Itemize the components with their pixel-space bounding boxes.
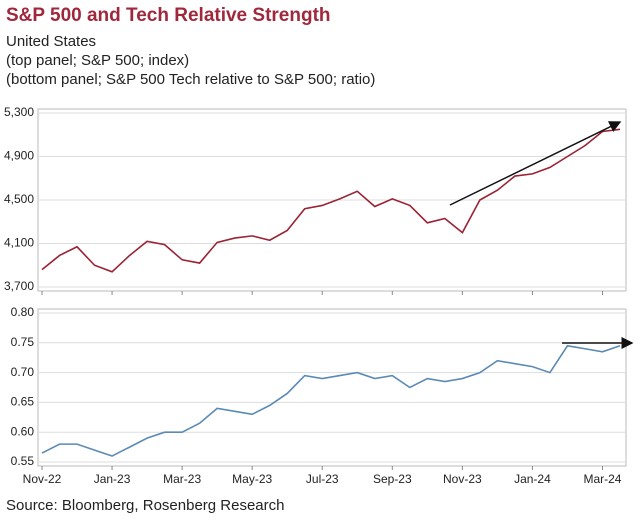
y-tick-label: 0.60 [11, 424, 35, 438]
y-tick-label: 5,300 [4, 105, 34, 119]
y-tick-label: 4,100 [4, 236, 34, 250]
source: Source: Bloomberg, Rosenberg Research [6, 497, 284, 514]
y-tick-label: 4,500 [4, 192, 34, 206]
subtitle: United States [6, 33, 96, 50]
subtitle: (top panel; S&P 500; index) [6, 52, 189, 69]
y-tick-label: 0.65 [11, 395, 35, 409]
plot-frame [37, 308, 627, 467]
chart-title: S&P 500 and Tech Relative Strength [6, 5, 331, 26]
y-tick-label: 0.70 [11, 365, 35, 379]
y-tick-label: 0.75 [11, 335, 35, 349]
x-tick-label: Jan-24 [514, 472, 551, 486]
line [41, 128, 621, 273]
x-tick-label: Mar-23 [163, 472, 201, 486]
y-tick-label: 3,700 [4, 279, 34, 293]
x-tick-label: Nov-23 [443, 472, 482, 486]
y-tick-label: 4,900 [4, 149, 34, 163]
y-tick-label: 0.80 [11, 305, 35, 319]
x-tick-label: Mar-24 [583, 472, 621, 486]
x-tick-label: Sep-23 [373, 472, 412, 486]
x-tick-label: Jul-23 [306, 472, 339, 486]
x-tick-label: Jan-23 [94, 472, 131, 486]
trend-arrow [449, 121, 622, 206]
y-tick-label: 0.55 [11, 454, 35, 468]
subtitle: (bottom panel; S&P 500 Tech relative to … [6, 71, 375, 88]
line [41, 344, 621, 457]
x-tick-label: Nov-22 [23, 472, 62, 486]
x-tick-label: May-23 [232, 472, 272, 486]
